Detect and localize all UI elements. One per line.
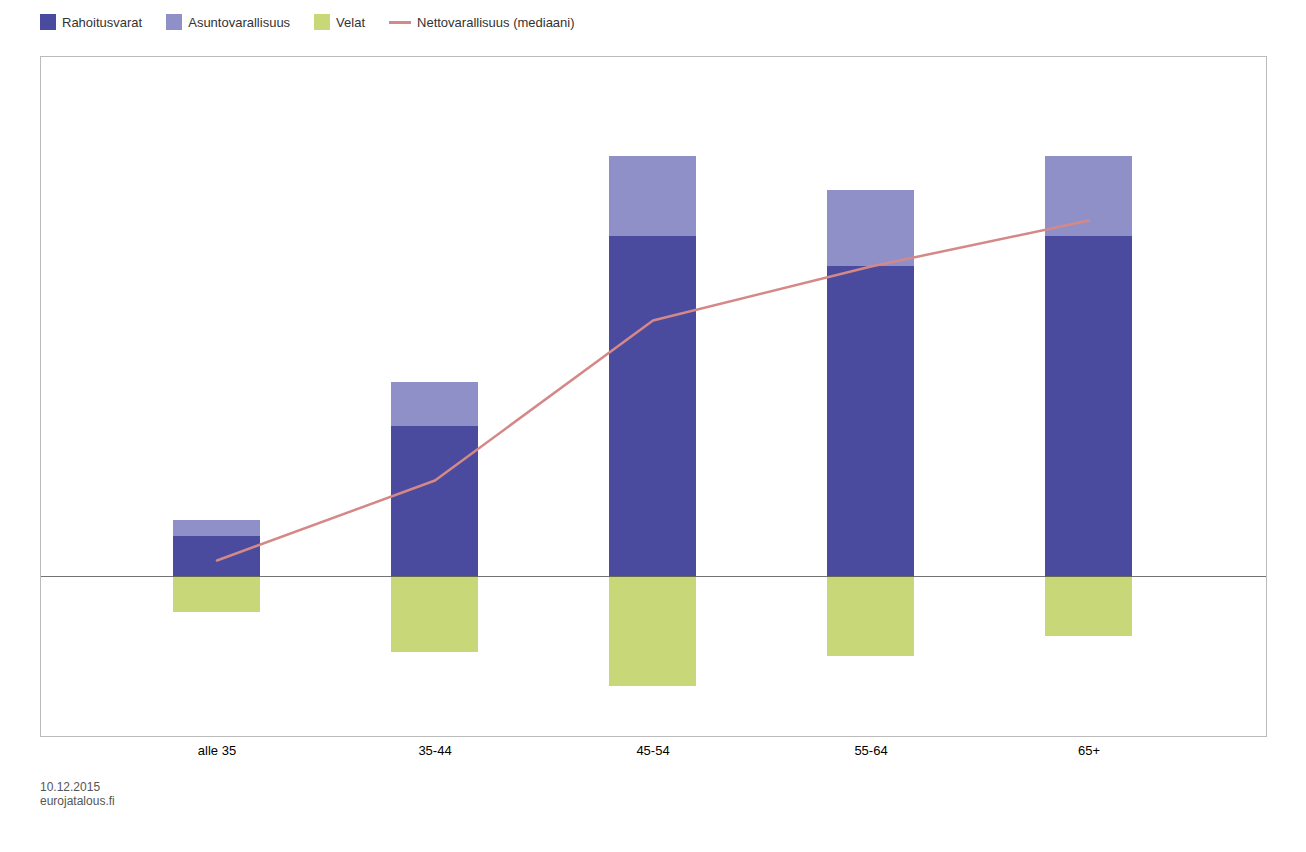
- svg-text:65+: 65+: [1078, 743, 1100, 758]
- svg-text:35-44: 35-44: [418, 743, 451, 758]
- html-text:10.12.2015 eurojatalous.fi: 10.12.2015 eurojatalous.fi: [40, 780, 115, 808]
- html-text:Nettovarallisuus (mediaani): Nettovarallisuus (mediaani): [417, 14, 575, 30]
- html-text:Velat: Velat: [336, 14, 365, 30]
- svg-text:55-64: 55-64: [854, 743, 887, 758]
- html-text:Rahoitusvarat: Rahoitusvarat: [62, 14, 143, 30]
- svg-text:alle 35: alle 35: [198, 743, 236, 758]
- svg-text:45-54: 45-54: [636, 743, 669, 758]
- html-text:Asuntovarallisuus: Asuntovarallisuus: [188, 14, 291, 30]
